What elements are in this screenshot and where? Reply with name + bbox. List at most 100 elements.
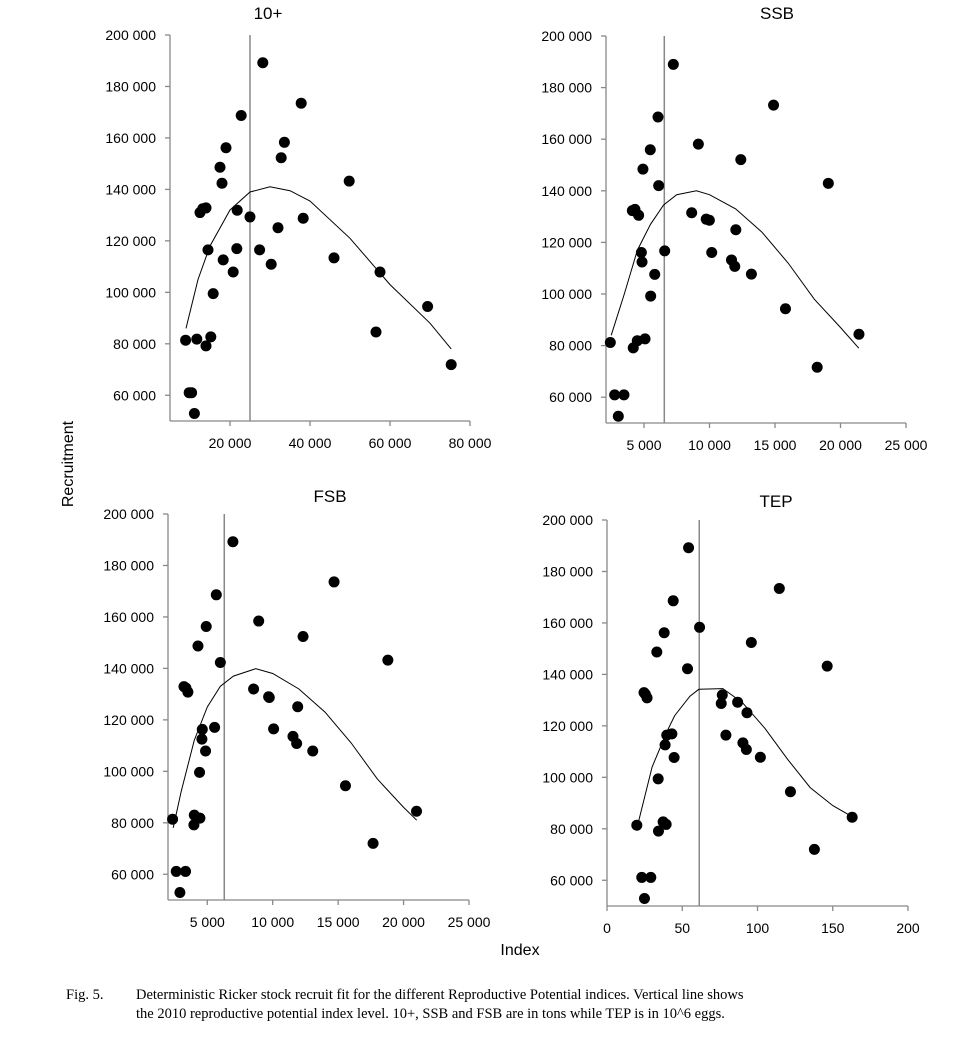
panel-TEP: TEP 60 000 80 000 100 000 120 000 140 000 160 … xyxy=(542,492,920,936)
data-point xyxy=(411,805,423,817)
panel-SSB: SSB 60 000 80 000 100 000 120 000 140 000 160 … xyxy=(541,4,927,453)
data-point xyxy=(188,408,200,420)
y-tick-label: 100 000 xyxy=(541,286,592,302)
x-tick-label: 80 000 xyxy=(449,435,492,451)
y-tick-label: 140 000 xyxy=(105,181,156,197)
data-point xyxy=(207,288,219,300)
y-tick-label: 160 000 xyxy=(542,615,593,631)
data-point xyxy=(194,812,206,824)
data-point xyxy=(174,887,186,899)
y-tick-label: 200 000 xyxy=(541,28,592,44)
data-point xyxy=(853,328,865,340)
y-tick-label: 100 000 xyxy=(542,769,593,785)
x-tick-label: 10 000 xyxy=(688,437,731,453)
data-point xyxy=(811,361,823,373)
y-tick-label: 60 000 xyxy=(549,389,592,405)
data-point xyxy=(227,266,239,278)
y-tick-label: 60 000 xyxy=(113,387,156,403)
x-tick-label: 20 000 xyxy=(382,914,425,930)
figure-caption: Fig. 5. Deterministic Ricker stock recrui… xyxy=(66,986,936,1024)
data-point xyxy=(631,819,643,831)
x-tick-label: 20 000 xyxy=(819,437,862,453)
x-tick-label: 60 000 xyxy=(369,435,412,451)
data-point xyxy=(253,615,265,627)
data-point xyxy=(180,334,192,346)
panel-title: TEP xyxy=(759,492,792,511)
data-point xyxy=(257,57,269,69)
data-point xyxy=(636,256,648,268)
caption-label: Fig. 5. xyxy=(66,987,104,1003)
data-point xyxy=(635,246,647,258)
y-tick-label: 120 000 xyxy=(103,712,154,728)
data-point xyxy=(196,733,208,745)
data-point xyxy=(637,163,649,175)
data-point xyxy=(200,745,212,757)
x-tick-label: 15 000 xyxy=(317,914,360,930)
data-point xyxy=(291,738,303,750)
data-point xyxy=(214,656,226,668)
data-point xyxy=(254,244,266,256)
x-tick-label: 100 xyxy=(746,920,770,936)
data-point xyxy=(307,745,319,757)
data-point xyxy=(745,636,757,648)
ricker-fit-curve xyxy=(185,186,452,350)
data-point xyxy=(694,621,706,633)
data-point xyxy=(292,701,304,713)
data-point xyxy=(609,389,621,401)
data-point xyxy=(210,589,222,601)
caption-line-2: the 2010 reproductive potential index le… xyxy=(136,1006,725,1022)
data-point xyxy=(244,211,256,223)
data-point xyxy=(367,837,379,849)
data-point xyxy=(682,663,694,675)
data-point xyxy=(328,252,340,264)
data-point xyxy=(200,340,212,352)
y-tick-label: 140 000 xyxy=(103,660,154,676)
data-point xyxy=(297,630,309,642)
data-point xyxy=(604,337,616,349)
data-point xyxy=(652,825,664,837)
data-point xyxy=(196,723,208,735)
data-point xyxy=(374,266,386,278)
data-point xyxy=(205,331,217,343)
data-point xyxy=(732,696,744,708)
data-point xyxy=(167,813,179,825)
x-tick-label: 15 000 xyxy=(754,437,797,453)
y-tick-label: 200 000 xyxy=(103,506,154,522)
y-tick-label: 60 000 xyxy=(550,872,593,888)
data-point xyxy=(370,326,382,338)
y-tick-label: 80 000 xyxy=(549,338,592,354)
y-tick-label: 120 000 xyxy=(542,718,593,734)
data-point xyxy=(668,752,680,764)
data-point xyxy=(716,689,728,701)
data-point xyxy=(745,268,757,280)
data-point xyxy=(618,389,630,401)
data-point xyxy=(645,871,657,883)
data-point xyxy=(268,723,280,735)
data-point xyxy=(272,222,284,234)
data-point xyxy=(200,202,212,214)
x-tick-label: 150 xyxy=(821,920,845,936)
data-point xyxy=(636,871,648,883)
panel-FSB: FSB 60 000 80 000 100 000 120 000 140 000 160 … xyxy=(103,487,490,930)
y-tick-label: 80 000 xyxy=(550,821,593,837)
x-axis-label: Index xyxy=(500,942,540,959)
data-point xyxy=(339,780,351,792)
data-point xyxy=(730,224,742,236)
data-point xyxy=(200,620,212,632)
data-point xyxy=(220,142,232,154)
x-tick-label: 0 xyxy=(603,920,611,936)
data-point xyxy=(652,773,664,785)
data-point xyxy=(659,739,671,751)
panel-10: 10+ 60 000 80 000 100 000 120 000 140 000 160 … xyxy=(105,4,491,451)
data-point xyxy=(217,254,229,266)
data-point xyxy=(209,721,221,733)
data-point xyxy=(328,576,340,588)
data-point xyxy=(192,640,204,652)
data-point xyxy=(740,744,752,756)
data-point xyxy=(297,212,309,224)
data-point xyxy=(649,268,661,280)
data-point xyxy=(651,646,663,658)
data-point xyxy=(638,893,650,905)
data-point xyxy=(658,627,670,639)
